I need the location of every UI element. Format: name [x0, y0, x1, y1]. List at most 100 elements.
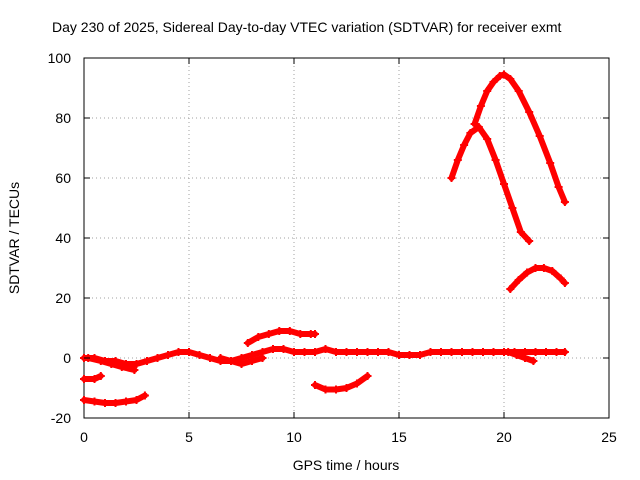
data-point — [512, 351, 521, 359]
data-point — [560, 198, 569, 206]
data-point — [514, 276, 523, 284]
data-point — [90, 375, 99, 383]
data-point — [447, 348, 456, 356]
data-point — [556, 274, 565, 283]
data-point — [311, 330, 319, 338]
data-point — [476, 102, 485, 110]
data-point — [342, 348, 351, 356]
data-point — [548, 267, 557, 275]
data-point — [500, 180, 508, 188]
data-point — [453, 156, 462, 164]
x-tick-label: 20 — [496, 429, 512, 445]
data-point — [254, 333, 263, 341]
data-point — [508, 204, 517, 212]
data-point — [290, 348, 298, 356]
series-arc-11 — [505, 349, 537, 364]
data-point — [174, 348, 183, 356]
data-point — [531, 348, 540, 356]
data-point — [460, 141, 469, 149]
x-tick-label: 15 — [391, 429, 407, 445]
y-tick-label: 0 — [63, 350, 71, 366]
data-point — [237, 360, 246, 368]
series-points-arc-9 — [470, 70, 569, 206]
data-point — [552, 348, 561, 356]
data-point — [132, 360, 141, 368]
data-point — [514, 87, 523, 95]
data-point — [468, 348, 477, 356]
data-point — [426, 348, 435, 356]
data-point — [458, 348, 466, 356]
data-point — [216, 354, 225, 362]
data-point — [447, 174, 456, 182]
data-point — [227, 357, 235, 365]
data-point — [321, 345, 330, 353]
grid — [84, 58, 609, 418]
data-point — [363, 372, 372, 380]
data-point — [332, 348, 340, 356]
data-point — [523, 268, 532, 277]
data-point — [90, 397, 99, 406]
data-point — [506, 285, 515, 293]
x-axis-label: GPS time / hours — [293, 457, 400, 473]
data-point — [437, 348, 445, 356]
series-points-arc-6 — [216, 354, 267, 368]
data-point — [363, 348, 372, 356]
data-point — [140, 391, 149, 400]
y-tick-label: -20 — [51, 410, 71, 426]
data-point — [80, 396, 88, 404]
data-point — [539, 264, 548, 272]
data-point — [285, 327, 294, 335]
data-point — [395, 351, 403, 359]
data-point — [374, 348, 382, 356]
x-tick-label: 10 — [286, 429, 302, 445]
data-point — [560, 279, 569, 287]
data-point — [101, 399, 109, 407]
series-layer — [80, 70, 569, 407]
data-point — [96, 372, 105, 380]
x-tick-label: 25 — [601, 429, 617, 445]
data-point — [542, 348, 550, 356]
data-point — [525, 108, 534, 116]
data-point — [332, 385, 340, 394]
data-point — [489, 78, 498, 86]
data-point — [300, 348, 309, 356]
series-points-arc-2 — [80, 372, 105, 383]
data-point — [516, 228, 525, 236]
data-point — [248, 357, 256, 365]
data-point — [130, 366, 139, 374]
y-tick-label: 20 — [55, 290, 71, 306]
series-arc-10 — [507, 265, 568, 292]
data-point — [206, 354, 214, 362]
y-axis-label: SDTVAR / TECUs — [6, 182, 22, 294]
data-point — [489, 348, 498, 356]
data-point — [96, 357, 105, 365]
data-point — [531, 264, 540, 272]
data-point — [264, 330, 273, 338]
data-point — [521, 354, 529, 362]
data-point — [353, 348, 361, 356]
data-point — [504, 348, 513, 356]
series-points-arc-11 — [504, 348, 538, 365]
y-tick-label: 60 — [55, 170, 71, 186]
data-point — [269, 345, 277, 353]
series-points-arc-7 — [311, 372, 372, 394]
data-point — [560, 348, 569, 356]
data-point — [122, 397, 130, 406]
series-points-arc-5 — [243, 327, 319, 347]
series-points-arc-3 — [80, 391, 149, 407]
data-point — [535, 132, 544, 140]
data-point — [258, 354, 267, 362]
data-point — [384, 348, 393, 356]
data-point — [506, 75, 515, 83]
x-tick-label: 0 — [80, 429, 88, 445]
data-point — [107, 360, 116, 368]
data-point — [529, 357, 538, 365]
y-tick-label: 80 — [55, 110, 71, 126]
data-point — [185, 348, 193, 356]
data-point — [479, 348, 487, 356]
data-point — [500, 70, 508, 79]
tick-layer: 0 5 10 15 20 25 -20 0 20 40 60 80 100 — [48, 50, 617, 445]
data-point — [483, 135, 492, 143]
data-point — [405, 351, 414, 359]
